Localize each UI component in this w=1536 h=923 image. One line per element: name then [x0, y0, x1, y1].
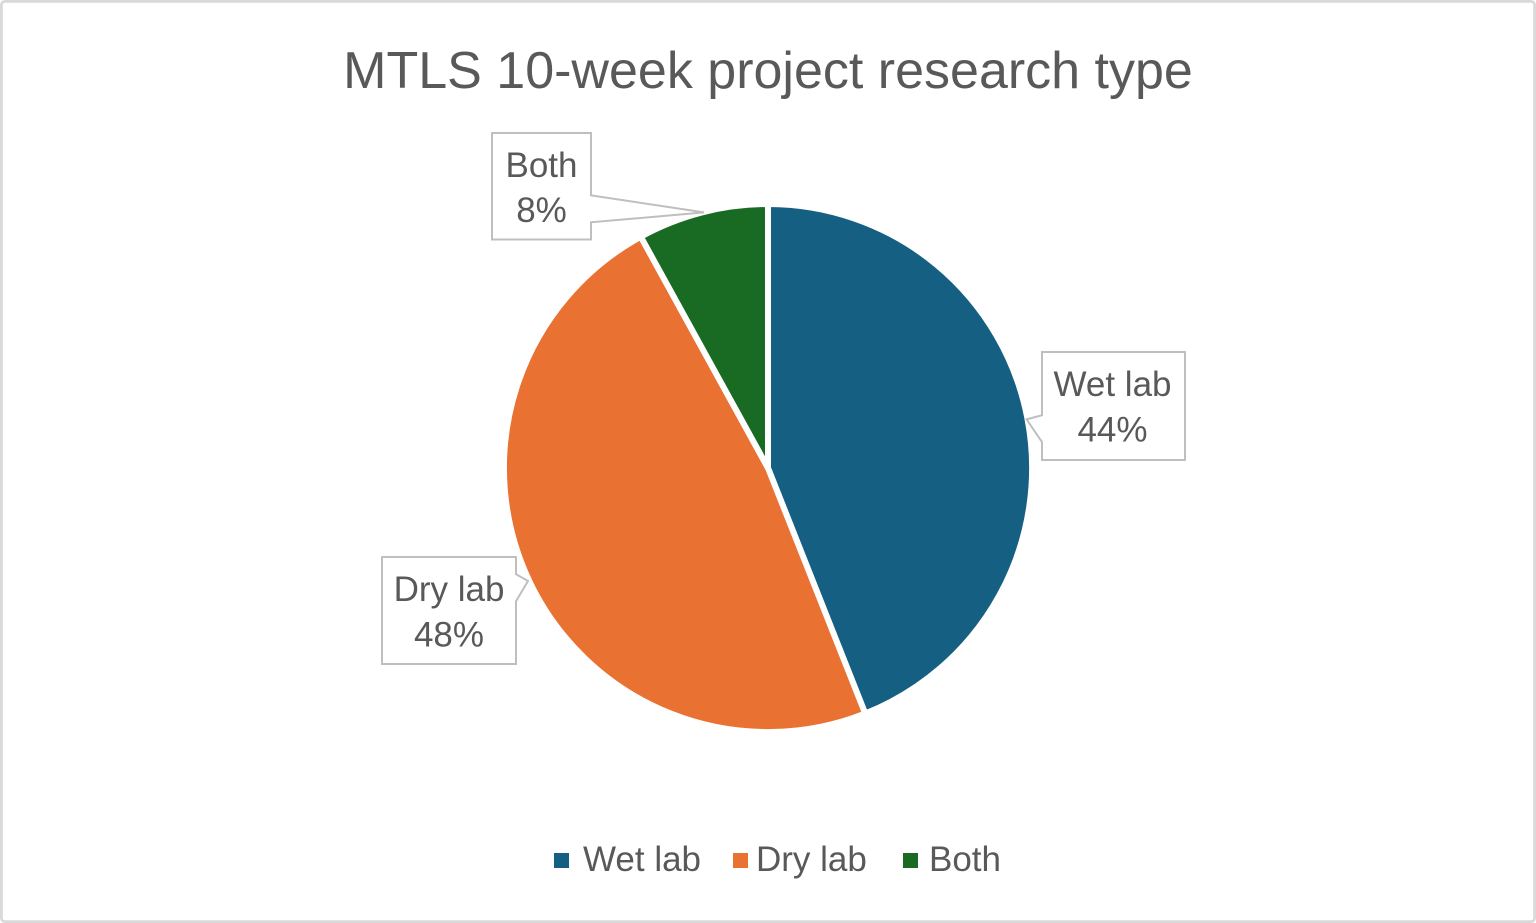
svg-text:Wet lab: Wet lab [583, 840, 701, 879]
svg-text:44%: 44% [1077, 411, 1147, 450]
svg-text:Both: Both [929, 840, 1001, 879]
svg-text:8%: 8% [516, 191, 567, 230]
svg-text:MTLS 10-week project research: MTLS 10-week project research type [343, 42, 1193, 100]
svg-text:Wet lab: Wet lab [1053, 365, 1171, 404]
svg-text:48%: 48% [414, 616, 484, 655]
svg-text:Dry lab: Dry lab [394, 570, 505, 609]
svg-text:Both: Both [506, 146, 578, 185]
svg-text:Dry lab: Dry lab [756, 840, 867, 879]
